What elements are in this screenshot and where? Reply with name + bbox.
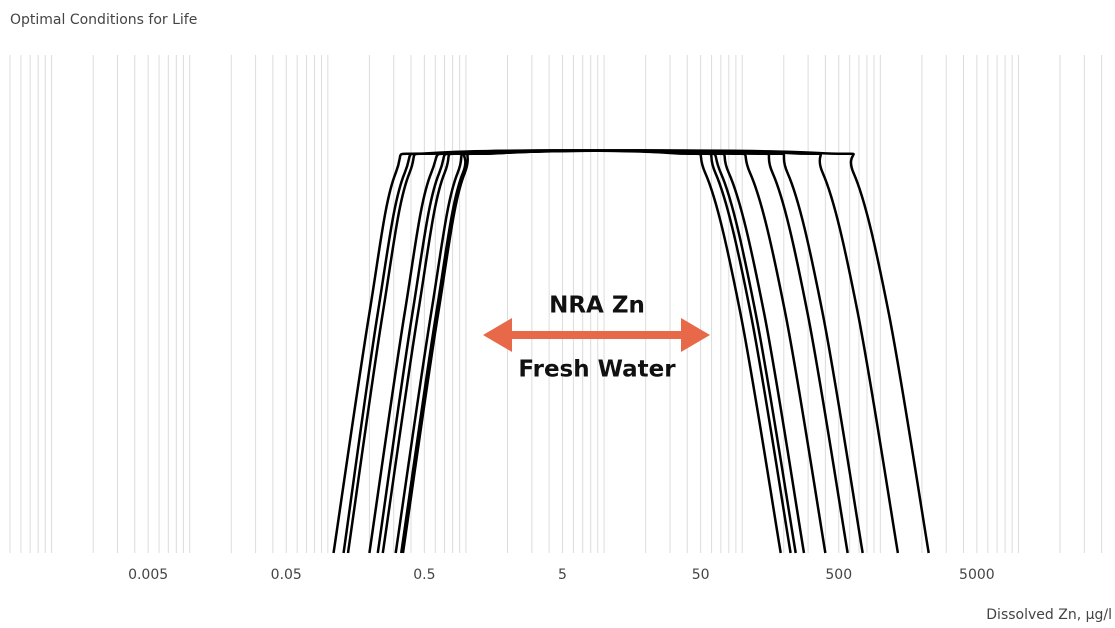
line <box>332 149 782 554</box>
x-tick-label: 5000 <box>959 567 995 583</box>
x-axis-label: Dissolved Zn, µg/l <box>986 607 1112 623</box>
x-tick-label: 500 <box>825 567 852 583</box>
x-tick-label: 5 <box>558 567 567 583</box>
x-tick-label: 0.005 <box>128 567 168 583</box>
arrow-head <box>681 318 710 352</box>
arrow-head <box>483 318 512 352</box>
x-tick-label: 50 <box>692 567 710 583</box>
grid <box>9 55 1103 553</box>
annotation: Fresh Water <box>518 357 676 383</box>
annotation: NRA Zn <box>549 293 645 319</box>
line <box>401 149 900 554</box>
lines <box>332 149 930 554</box>
chart-title: Optimal Conditions for Life <box>10 12 197 28</box>
x-tick-label: 0.5 <box>413 567 435 583</box>
line <box>400 149 930 554</box>
range-arrow <box>483 318 710 352</box>
arrow-shaft <box>505 331 687 339</box>
x-tick-label: 0.05 <box>271 567 302 583</box>
